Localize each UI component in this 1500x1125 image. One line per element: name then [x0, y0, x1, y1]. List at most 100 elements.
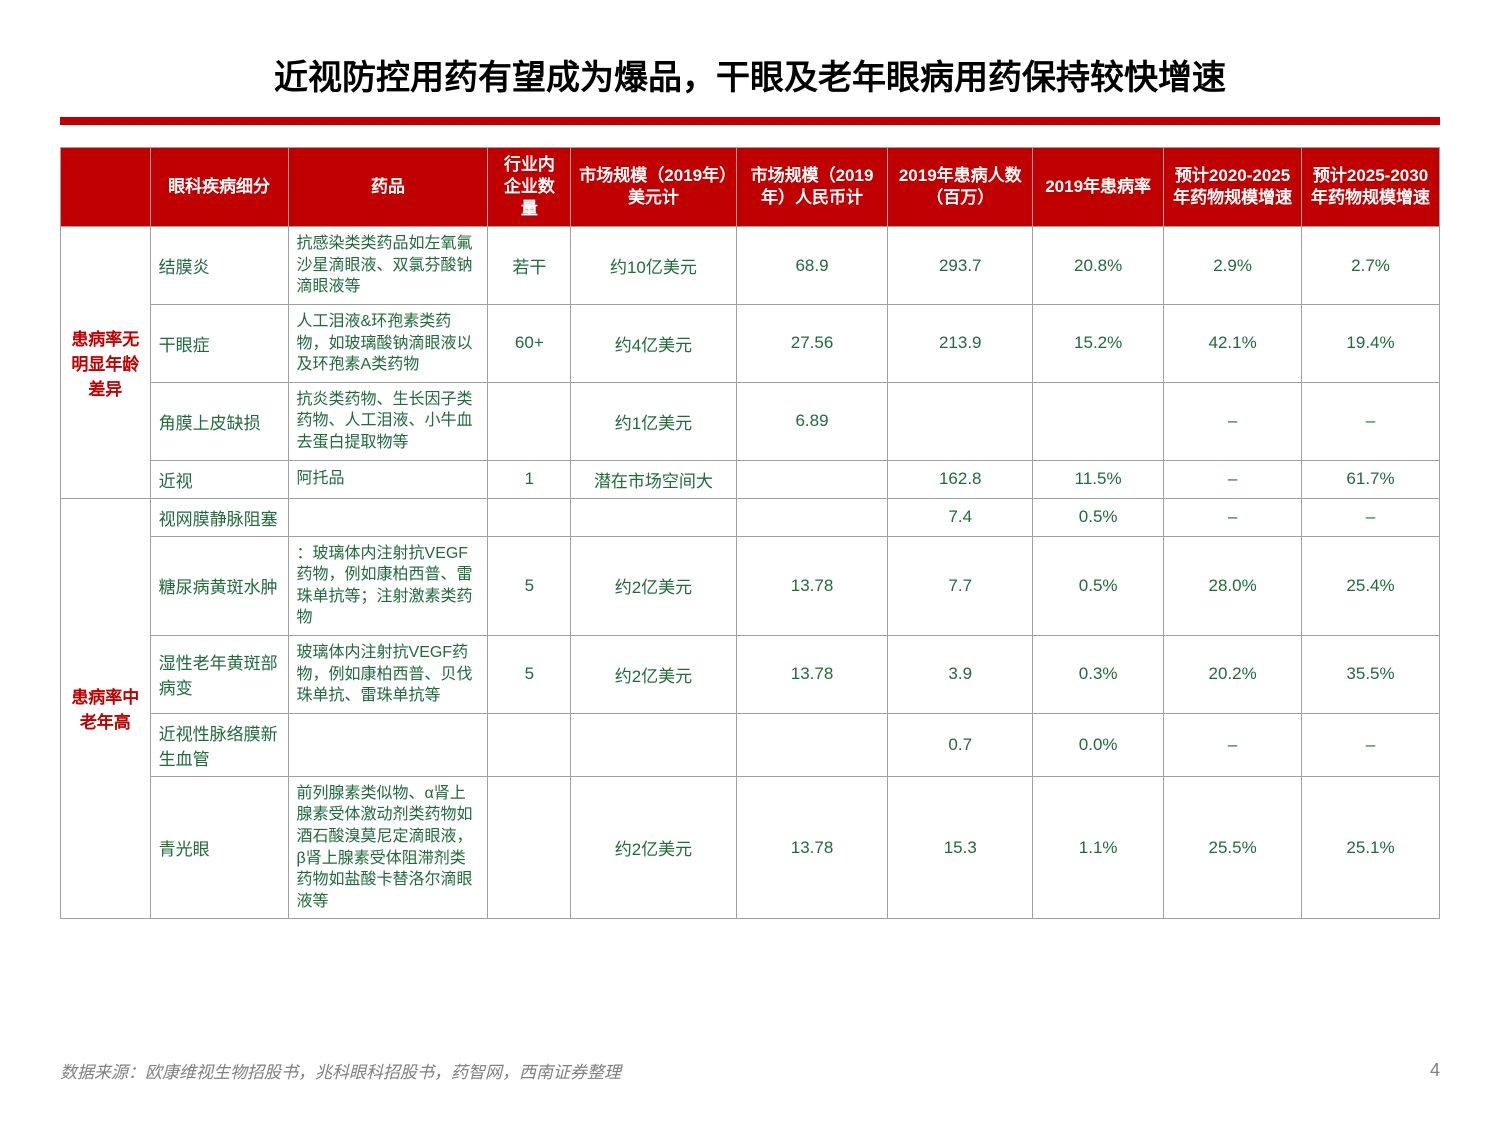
cell-disease: 近视: [150, 460, 288, 498]
cell-count: 5: [488, 636, 571, 714]
th-usd: 市场规模（2019年）美元计: [571, 148, 736, 227]
cell-drug: 人工泪液&环孢素类药物，如玻璃酸钠滴眼液以及环孢素A类药物: [288, 305, 488, 383]
table-row: 干眼症 人工泪液&环孢素类药物，如玻璃酸钠滴眼液以及环孢素A类药物 60+ 约4…: [61, 305, 1440, 383]
data-source: 数据来源：欧康维视生物招股书，兆科眼科招股书，药智网，西南证券整理: [60, 1058, 621, 1083]
cell-drug: [288, 498, 488, 536]
th-g2030: 预计2025-2030年药物规模增速: [1302, 148, 1440, 227]
cell-g2025: 28.0%: [1164, 536, 1302, 635]
title-underline: [60, 117, 1440, 125]
table-row: 角膜上皮缺损 抗炎类药物、生长因子类药物、人工泪液、小牛血去蛋白提取物等 约1亿…: [61, 382, 1440, 460]
group-label-1: 患病率无明显年龄差异: [61, 227, 151, 498]
cell-patients: 3.9: [888, 636, 1033, 714]
cell-patients: 0.7: [888, 713, 1033, 776]
cell-rate: 15.2%: [1033, 305, 1164, 383]
cell-g2030: 25.4%: [1302, 536, 1440, 635]
cell-rate: 0.3%: [1033, 636, 1164, 714]
table-row: 患病率无明显年龄差异 结膜炎 抗感染类类药品如左氧氟沙星滴眼液、双氯芬酸钠滴眼液…: [61, 227, 1440, 305]
cell-drug: 前列腺素类似物、α肾上腺素受体激动剂类药物如酒石酸溴莫尼定滴眼液，β肾上腺素受体…: [288, 776, 488, 919]
cell-rate: 1.1%: [1033, 776, 1164, 919]
cell-g2025: 20.2%: [1164, 636, 1302, 714]
th-group: [61, 148, 151, 227]
cell-disease: 角膜上皮缺损: [150, 382, 288, 460]
cell-drug: [288, 713, 488, 776]
cell-rate: 0.5%: [1033, 536, 1164, 635]
cell-count: [488, 498, 571, 536]
cell-usd: 约4亿美元: [571, 305, 736, 383]
th-drug: 药品: [288, 148, 488, 227]
th-g2025: 预计2020-2025年药物规模增速: [1164, 148, 1302, 227]
cell-g2030: 25.1%: [1302, 776, 1440, 919]
cell-usd: 约1亿美元: [571, 382, 736, 460]
table-row: 近视性脉络膜新生血管 0.7 0.0% – –: [61, 713, 1440, 776]
table-row: 糖尿病黄斑水肿 ：玻璃体内注射抗VEGF药物，例如康柏西普、雷珠单抗等；注射激素…: [61, 536, 1440, 635]
cell-drug: 抗感染类类药品如左氧氟沙星滴眼液、双氯芬酸钠滴眼液等: [288, 227, 488, 305]
cell-g2025: –: [1164, 460, 1302, 498]
cell-g2025: –: [1164, 498, 1302, 536]
cell-usd: 约2亿美元: [571, 636, 736, 714]
th-count: 行业内企业数量: [488, 148, 571, 227]
cell-disease: 青光眼: [150, 776, 288, 919]
cell-g2030: 35.5%: [1302, 636, 1440, 714]
cell-count: [488, 382, 571, 460]
cell-g2030: –: [1302, 382, 1440, 460]
cell-rmb: [736, 713, 888, 776]
cell-disease: 干眼症: [150, 305, 288, 383]
cell-rate: 0.5%: [1033, 498, 1164, 536]
th-disease: 眼科疾病细分: [150, 148, 288, 227]
cell-g2030: 2.7%: [1302, 227, 1440, 305]
footer: 数据来源：欧康维视生物招股书，兆科眼科招股书，药智网，西南证券整理 4: [60, 1058, 1440, 1083]
cell-rmb: 6.89: [736, 382, 888, 460]
cell-count: 若干: [488, 227, 571, 305]
page-number: 4: [1430, 1060, 1440, 1081]
cell-g2025: 25.5%: [1164, 776, 1302, 919]
cell-rate: 20.8%: [1033, 227, 1164, 305]
cell-g2030: –: [1302, 713, 1440, 776]
cell-disease: 视网膜静脉阻塞: [150, 498, 288, 536]
cell-g2025: 2.9%: [1164, 227, 1302, 305]
cell-g2025: 42.1%: [1164, 305, 1302, 383]
cell-g2030: 61.7%: [1302, 460, 1440, 498]
cell-rmb: 13.78: [736, 776, 888, 919]
cell-rmb: 13.78: [736, 536, 888, 635]
table-row: 近视 阿托品 1 潜在市场空间大 162.8 11.5% – 61.7%: [61, 460, 1440, 498]
cell-rate: 11.5%: [1033, 460, 1164, 498]
page-title: 近视防控用药有望成为爆品，干眼及老年眼病用药保持较快增速: [60, 50, 1440, 99]
cell-count: [488, 776, 571, 919]
cell-patients: [888, 382, 1033, 460]
cell-rmb: [736, 498, 888, 536]
header-row: 眼科疾病细分 药品 行业内企业数量 市场规模（2019年）美元计 市场规模（20…: [61, 148, 1440, 227]
cell-usd: 约10亿美元: [571, 227, 736, 305]
cell-usd: [571, 713, 736, 776]
table-row: 湿性老年黄斑部病变 玻璃体内注射抗VEGF药物，例如康柏西普、贝伐珠单抗、雷珠单…: [61, 636, 1440, 714]
cell-count: 60+: [488, 305, 571, 383]
data-table: 眼科疾病细分 药品 行业内企业数量 市场规模（2019年）美元计 市场规模（20…: [60, 147, 1440, 919]
cell-drug: 阿托品: [288, 460, 488, 498]
th-rmb: 市场规模（2019年）人民币计: [736, 148, 888, 227]
cell-rate: 0.0%: [1033, 713, 1164, 776]
cell-rmb: 13.78: [736, 636, 888, 714]
table-row: 患病率中老年高 视网膜静脉阻塞 7.4 0.5% – –: [61, 498, 1440, 536]
cell-count: 1: [488, 460, 571, 498]
table-row: 青光眼 前列腺素类似物、α肾上腺素受体激动剂类药物如酒石酸溴莫尼定滴眼液，β肾上…: [61, 776, 1440, 919]
cell-patients: 293.7: [888, 227, 1033, 305]
cell-patients: 15.3: [888, 776, 1033, 919]
cell-g2030: –: [1302, 498, 1440, 536]
th-rate: 2019年患病率: [1033, 148, 1164, 227]
cell-usd: 约2亿美元: [571, 536, 736, 635]
cell-disease: 结膜炎: [150, 227, 288, 305]
cell-patients: 162.8: [888, 460, 1033, 498]
cell-disease: 糖尿病黄斑水肿: [150, 536, 288, 635]
cell-g2030: 19.4%: [1302, 305, 1440, 383]
cell-drug: ：玻璃体内注射抗VEGF药物，例如康柏西普、雷珠单抗等；注射激素类药物: [288, 536, 488, 635]
cell-usd: 潜在市场空间大: [571, 460, 736, 498]
cell-g2025: –: [1164, 713, 1302, 776]
cell-count: [488, 713, 571, 776]
cell-drug: 抗炎类药物、生长因子类药物、人工泪液、小牛血去蛋白提取物等: [288, 382, 488, 460]
cell-count: 5: [488, 536, 571, 635]
cell-patients: 7.7: [888, 536, 1033, 635]
cell-patients: 7.4: [888, 498, 1033, 536]
cell-rate: [1033, 382, 1164, 460]
cell-drug: 玻璃体内注射抗VEGF药物，例如康柏西普、贝伐珠单抗、雷珠单抗等: [288, 636, 488, 714]
cell-rmb: 68.9: [736, 227, 888, 305]
cell-patients: 213.9: [888, 305, 1033, 383]
